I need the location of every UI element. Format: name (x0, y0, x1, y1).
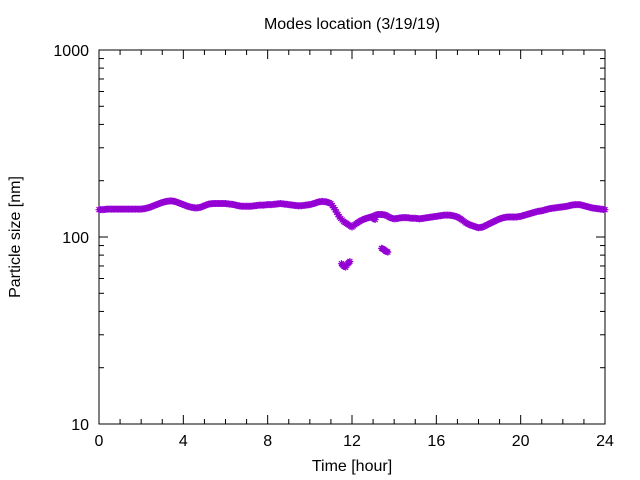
y-tick-label: 1000 (53, 43, 89, 60)
data-point (331, 206, 339, 214)
data-point (346, 257, 354, 265)
data-point (371, 216, 379, 224)
data-point (601, 206, 609, 214)
x-tick-label: 16 (427, 433, 445, 450)
x-tick-label: 24 (596, 433, 614, 450)
plot-frame (98, 49, 606, 425)
x-tick-label: 0 (95, 433, 104, 450)
y-tick-label: 100 (62, 230, 89, 247)
y-tick-label: 10 (71, 417, 89, 434)
data-point (333, 208, 341, 216)
x-axis-label: Time [hour] (312, 458, 392, 475)
data-point (384, 248, 392, 256)
x-tick-label: 12 (343, 433, 361, 450)
ticks-layer: 0 4 8 12 16 20 24 10 100 1000 (53, 43, 614, 450)
x-tick-label: 8 (263, 433, 272, 450)
chart-title: Modes location (3/19/19) (264, 16, 440, 33)
x-tick-label: 20 (512, 433, 530, 450)
y-axis-label: Particle size [nm] (7, 176, 24, 298)
data-point (334, 211, 342, 219)
points-layer (95, 197, 609, 271)
x-tick-label: 4 (179, 433, 188, 450)
